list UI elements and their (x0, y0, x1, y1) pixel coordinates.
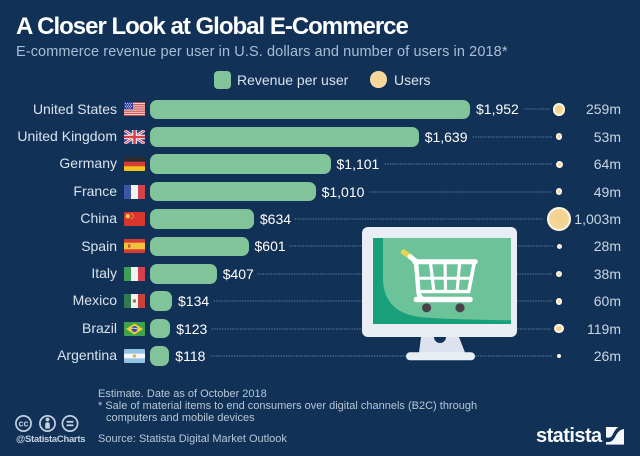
svg-text:cc: cc (18, 419, 28, 429)
